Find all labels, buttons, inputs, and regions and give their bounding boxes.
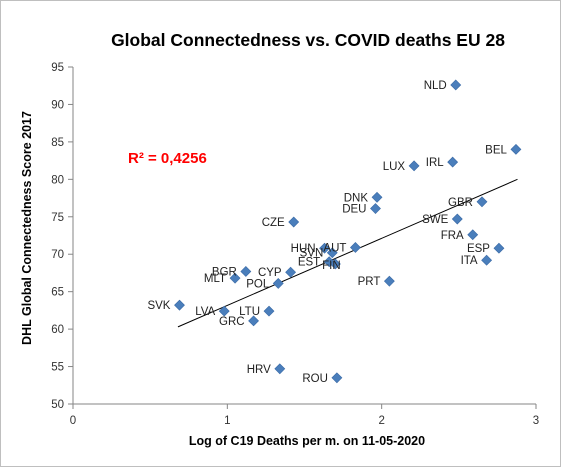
y-tick-label: 75 — [51, 212, 64, 224]
point-label-svn: SVN — [300, 248, 324, 260]
point-label-svk: SVK — [147, 300, 170, 312]
point-label-hun: HUN — [291, 243, 316, 255]
point-label-lux: LUX — [383, 161, 406, 173]
data-point-bel — [510, 143, 522, 155]
point-label-nld: NLD — [424, 80, 447, 92]
chart-title: Global Connectedness vs. COVID deaths EU… — [111, 30, 505, 50]
data-point-deu — [370, 203, 381, 214]
data-point-aut — [350, 242, 361, 253]
data-point-rou — [331, 372, 343, 384]
x-axis-title: Log of C19 Deaths per m. on 11-05-2020 — [189, 434, 425, 448]
point-label-aut: AUT — [323, 242, 346, 254]
y-axis-title: DHL Global Connectedness Score 2017 — [20, 111, 34, 345]
point-label-hrv: HRV — [247, 364, 271, 376]
y-tick-label: 80 — [51, 174, 64, 186]
data-point-ltu — [263, 305, 275, 317]
point-label-fra: FRA — [441, 230, 464, 242]
point-label-fin: FIN — [322, 260, 341, 272]
data-points — [174, 79, 522, 384]
point-label-grc: GRC — [219, 316, 245, 328]
point-label-ltu: LTU — [239, 306, 260, 318]
point-label-gbr: GBR — [448, 197, 473, 209]
data-point-esp — [493, 242, 505, 254]
point-label-mlt: MLT — [204, 273, 226, 285]
point-label-rou: ROU — [302, 373, 328, 385]
point-label-ita: ITA — [461, 255, 478, 267]
trendline-group — [177, 178, 518, 328]
data-point-grc — [248, 315, 259, 327]
point-label-prt: PRT — [358, 276, 381, 288]
data-point-nld — [450, 79, 462, 91]
x-tick-label: 2 — [378, 415, 384, 427]
data-point-bgr — [240, 266, 252, 277]
data-point-ita — [481, 254, 493, 266]
data-point-lux — [408, 160, 420, 172]
axes: 50 55 60 65 70 75 80 85 90 95 0 1 2 3 — [51, 62, 539, 427]
data-point-pol — [272, 278, 284, 289]
data-point-hrv — [274, 363, 286, 375]
point-label-swe: SWE — [422, 214, 449, 226]
y-tick-label: 65 — [51, 287, 64, 299]
y-tick-label: 50 — [51, 399, 64, 411]
data-point-mlt — [229, 272, 241, 284]
x-tick-label: 0 — [70, 415, 76, 427]
y-tick-label: 60 — [51, 324, 64, 336]
data-point-irl — [447, 156, 459, 168]
point-label-lva: LVA — [195, 306, 215, 318]
point-label-cze: CZE — [262, 217, 285, 229]
trendline — [177, 178, 518, 328]
x-tick-label: 3 — [533, 415, 539, 427]
point-label-bgr: BGR — [212, 266, 237, 278]
data-point-fra — [467, 229, 479, 241]
data-point-lva — [218, 305, 230, 317]
y-tick-label: 70 — [51, 249, 64, 261]
y-tick-label: 95 — [51, 62, 64, 74]
r-squared-annotation: R² = 0,4256 — [128, 150, 207, 167]
data-point-fin — [329, 258, 341, 270]
data-point-svk — [174, 299, 185, 311]
y-tick-label: 85 — [51, 137, 64, 149]
data-point-gbr — [476, 196, 488, 208]
point-label-dnk: DNK — [344, 192, 369, 204]
point-label-bel: BEL — [485, 144, 507, 156]
point-label-deu: DEU — [342, 204, 366, 216]
data-point-hun — [319, 242, 330, 254]
data-point-svn — [326, 247, 338, 259]
data-point-cyp — [285, 266, 297, 278]
point-label-esp: ESP — [467, 243, 490, 255]
data-point-swe — [451, 213, 463, 225]
data-point-prt — [383, 275, 395, 287]
x-tick-label: 1 — [224, 415, 230, 427]
point-label-cyp: CYP — [258, 267, 282, 279]
point-label-pol: POL — [246, 278, 270, 290]
point-label-irl: IRL — [426, 157, 445, 169]
data-point-cze — [288, 216, 300, 228]
point-label-est: EST — [298, 257, 320, 269]
y-tick-label: 55 — [51, 362, 64, 374]
data-point-dnk — [371, 191, 383, 203]
y-tick-label: 90 — [51, 99, 64, 111]
